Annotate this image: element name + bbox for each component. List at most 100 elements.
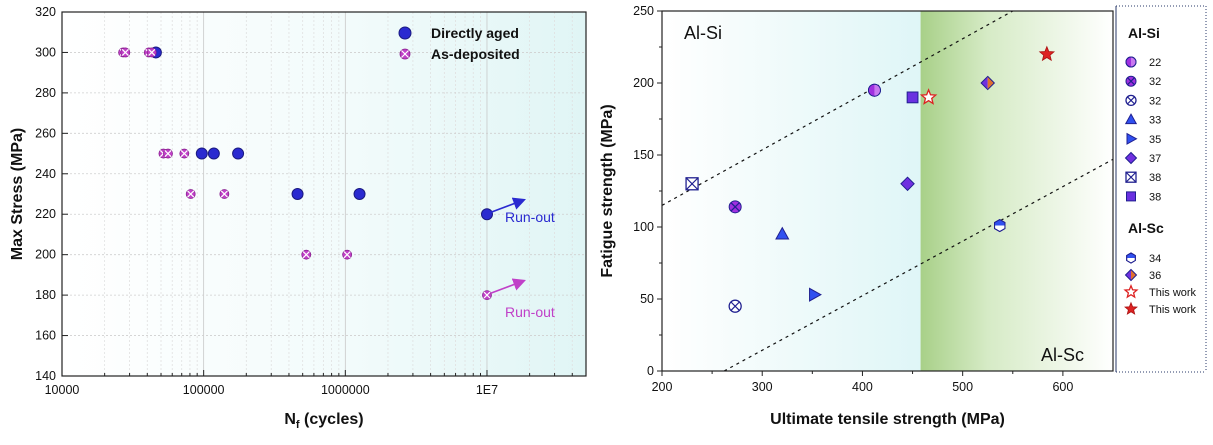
point-hexagon-half (994, 218, 1006, 233)
marker-cross (187, 190, 195, 198)
y-tick-label: 100 (633, 220, 654, 234)
marker-fill-right (1131, 57, 1136, 67)
marker-body (900, 176, 915, 192)
legend-label: 32 (1149, 95, 1161, 107)
marker-cross (1126, 96, 1136, 105)
point-as-deposited (146, 47, 157, 58)
marker-fill-left (868, 84, 875, 97)
marker-edge (1126, 252, 1136, 264)
marker-edge (1125, 56, 1137, 68)
marker-cross (730, 202, 740, 212)
point-as-deposited (179, 148, 190, 159)
point-as-deposited (482, 290, 492, 301)
marker-cross (483, 291, 491, 299)
legend-marker-diamond-half (1124, 268, 1138, 282)
y-tick-label: 200 (633, 76, 654, 90)
point-triangle-up (775, 226, 790, 240)
legend-marker-triangle-right (1126, 132, 1138, 145)
legend-label-directly-aged: Directly aged (431, 25, 519, 41)
x-axis-title-subscript: f (296, 419, 300, 431)
marker-fill-left (1125, 269, 1131, 281)
marker-body (1126, 132, 1138, 145)
al-si-region-shading (662, 11, 921, 371)
y-tick-label: 160 (35, 329, 56, 343)
marker-cross (1125, 171, 1137, 183)
run-out-label: Run-out (505, 304, 555, 320)
marker-body (1124, 151, 1138, 165)
legend-label: This work (1149, 304, 1197, 316)
y-tick-label: 280 (35, 86, 56, 100)
y-axis-title: Max Stress (MPa) (9, 128, 26, 261)
legend-marker-diamond (1124, 151, 1138, 165)
point-as-deposited (301, 249, 312, 260)
y-tick-label: 180 (35, 288, 56, 302)
axis-ticks (61, 11, 587, 377)
legend-label: 34 (1149, 253, 1161, 265)
point-star-solid (1038, 45, 1056, 62)
point-circle-x-open (728, 299, 742, 313)
plot-area-background (62, 12, 586, 376)
x-axis-title: Ultimate tensile strength (MPa) (770, 411, 1005, 428)
legend-marker-hexagon-half (1126, 252, 1136, 264)
legend-label: 37 (1149, 153, 1161, 165)
legend-heading: Al-Si (1128, 25, 1160, 41)
x-tick-label: 100000 (183, 383, 225, 397)
data-points (685, 45, 1056, 313)
marker-cross (730, 301, 740, 311)
point-as-deposited (219, 189, 230, 199)
point-triangle-right (809, 287, 822, 302)
point-circle-half (867, 83, 881, 97)
point-circle-cross (728, 200, 742, 214)
x-tick-label: 1000000 (321, 383, 370, 397)
point-as-deposited (342, 249, 353, 260)
fatigue-life-chart: 140 160 180 200 220 240 260 280 300 320 10000 10000… (9, 5, 587, 431)
legend: Al-Si 22 32 32 33 35 37 38 38 Al-Sc 34 36 This work T… (1115, 5, 1207, 373)
annotations: Run-out Run-out (490, 197, 555, 320)
y-tick-label: 220 (35, 207, 56, 221)
point-as-deposited (163, 148, 173, 159)
marker-body (809, 287, 822, 302)
point-star-open (919, 88, 938, 105)
legend-marker-square-solid (1126, 191, 1136, 202)
legend-label: 35 (1149, 134, 1161, 146)
marker-body (1126, 191, 1136, 202)
marker-fill-right (1131, 269, 1137, 281)
legend-marker-circle-cross (1125, 75, 1137, 87)
region-label-al-sc: Al-Sc (1041, 345, 1084, 365)
y-tick-label: 150 (633, 148, 654, 162)
marker-cross (302, 251, 310, 259)
marker-body (919, 88, 938, 105)
legend-marker-as-deposited (399, 48, 411, 60)
x-axis-title-main: N (284, 411, 296, 428)
point-as-deposited (120, 47, 131, 58)
data-points (118, 46, 493, 301)
marker-edge (994, 218, 1006, 233)
legend-label: 33 (1149, 115, 1161, 127)
plot-frame (61, 11, 587, 377)
point-square-solid (906, 91, 919, 104)
x-axis-title: Nf (cycles) (284, 411, 363, 431)
region-labels: Al-Si Al-Sc (684, 23, 1084, 365)
marker-fill-left (1126, 57, 1131, 67)
legend-label: This work (1149, 287, 1197, 299)
point-directly-aged (195, 147, 208, 160)
legend-marker-star-open (1123, 284, 1139, 299)
y-tick-label: 0 (647, 364, 654, 378)
y-tick-label: 240 (35, 167, 56, 181)
legend-heading: Al-Sc (1128, 220, 1164, 236)
y-tick-label: 140 (35, 369, 56, 383)
y-axis-title: Fatigue strength (MPa) (599, 104, 616, 277)
marker-cross (164, 149, 172, 158)
x-tick-label: 1E7 (476, 383, 498, 397)
x-tick-label: 200 (652, 380, 673, 394)
legend-marker-directly-aged (398, 26, 412, 40)
legend-marker-circle-x-open (1125, 94, 1137, 107)
point-directly-aged (207, 147, 220, 160)
y-tick-label: 200 (35, 248, 56, 262)
run-out-label: Run-out (505, 209, 555, 225)
x-axis-title-unit: (cycles) (300, 411, 364, 428)
marker-body (1038, 45, 1056, 62)
marker-cross (1126, 77, 1136, 86)
point-directly-aged (480, 208, 493, 221)
